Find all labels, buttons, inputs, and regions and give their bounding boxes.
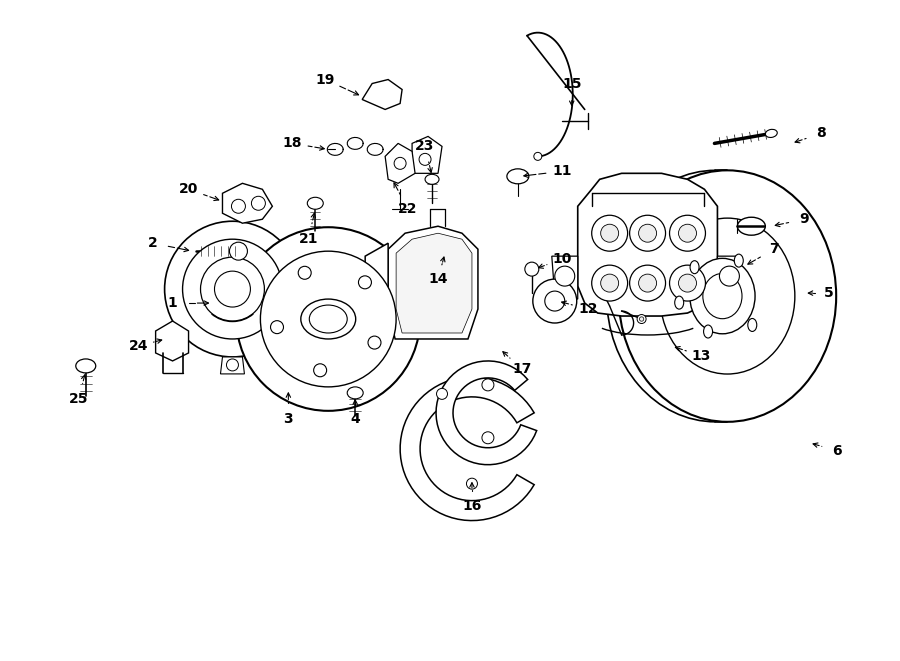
- Circle shape: [534, 153, 542, 161]
- Circle shape: [201, 257, 265, 321]
- Polygon shape: [396, 233, 472, 333]
- Circle shape: [394, 157, 406, 169]
- Ellipse shape: [618, 171, 836, 422]
- Ellipse shape: [737, 217, 765, 235]
- Text: 17: 17: [512, 362, 532, 376]
- Circle shape: [482, 379, 494, 391]
- Polygon shape: [717, 256, 742, 299]
- Polygon shape: [400, 377, 535, 521]
- Ellipse shape: [703, 274, 742, 319]
- Text: 13: 13: [692, 349, 711, 363]
- Polygon shape: [436, 361, 536, 465]
- Circle shape: [214, 271, 250, 307]
- Circle shape: [533, 279, 577, 323]
- Circle shape: [679, 224, 697, 242]
- Circle shape: [260, 251, 396, 387]
- Circle shape: [637, 315, 646, 323]
- Circle shape: [639, 224, 657, 242]
- Polygon shape: [222, 183, 273, 223]
- Ellipse shape: [675, 296, 684, 309]
- Text: 3: 3: [284, 412, 293, 426]
- Polygon shape: [362, 79, 402, 110]
- Circle shape: [237, 227, 420, 411]
- Ellipse shape: [507, 169, 529, 184]
- Circle shape: [591, 215, 627, 251]
- Text: 18: 18: [283, 136, 302, 151]
- Circle shape: [466, 478, 477, 489]
- Polygon shape: [552, 256, 578, 299]
- Circle shape: [679, 274, 697, 292]
- Circle shape: [525, 262, 539, 276]
- Ellipse shape: [310, 305, 347, 333]
- Ellipse shape: [347, 387, 364, 399]
- Ellipse shape: [734, 254, 743, 267]
- Ellipse shape: [704, 325, 713, 338]
- Circle shape: [719, 266, 740, 286]
- Circle shape: [227, 359, 239, 371]
- Text: 7: 7: [770, 242, 779, 256]
- Polygon shape: [412, 136, 442, 173]
- Polygon shape: [365, 243, 388, 343]
- Circle shape: [298, 266, 311, 280]
- Text: 10: 10: [552, 252, 572, 266]
- Text: 25: 25: [69, 392, 88, 406]
- Text: 8: 8: [816, 126, 826, 140]
- Circle shape: [314, 364, 327, 377]
- Circle shape: [271, 321, 284, 334]
- Circle shape: [436, 389, 447, 399]
- Circle shape: [670, 215, 706, 251]
- Circle shape: [639, 274, 657, 292]
- Circle shape: [600, 224, 618, 242]
- Circle shape: [554, 266, 575, 286]
- Polygon shape: [578, 173, 717, 316]
- Text: 19: 19: [316, 73, 335, 87]
- Text: 12: 12: [578, 302, 598, 316]
- Ellipse shape: [660, 218, 795, 374]
- Ellipse shape: [76, 359, 95, 373]
- Text: 21: 21: [299, 232, 318, 246]
- Text: 4: 4: [350, 412, 360, 426]
- Text: 11: 11: [552, 165, 572, 178]
- Circle shape: [600, 274, 618, 292]
- Text: 9: 9: [799, 212, 809, 226]
- Text: 5: 5: [824, 286, 834, 300]
- Text: 6: 6: [832, 444, 842, 458]
- Text: 1: 1: [167, 296, 177, 310]
- Circle shape: [358, 276, 372, 289]
- Circle shape: [630, 215, 665, 251]
- Text: 15: 15: [562, 77, 581, 91]
- Polygon shape: [220, 357, 245, 374]
- Text: 16: 16: [463, 498, 482, 513]
- Circle shape: [639, 317, 644, 321]
- Ellipse shape: [690, 260, 699, 274]
- Circle shape: [544, 291, 565, 311]
- Circle shape: [591, 265, 627, 301]
- Text: 2: 2: [148, 236, 157, 250]
- Circle shape: [230, 242, 248, 260]
- Polygon shape: [388, 226, 478, 339]
- Text: 24: 24: [129, 339, 148, 353]
- Text: 14: 14: [428, 272, 448, 286]
- Text: 22: 22: [399, 202, 418, 216]
- Polygon shape: [385, 143, 415, 183]
- Circle shape: [630, 265, 665, 301]
- Circle shape: [183, 239, 283, 339]
- Circle shape: [419, 153, 431, 165]
- Text: 20: 20: [179, 182, 198, 196]
- Ellipse shape: [307, 197, 323, 210]
- Circle shape: [251, 196, 266, 210]
- Circle shape: [482, 432, 494, 444]
- Circle shape: [231, 199, 246, 214]
- Ellipse shape: [425, 175, 439, 184]
- Circle shape: [670, 265, 706, 301]
- Ellipse shape: [301, 299, 356, 339]
- Circle shape: [368, 336, 381, 349]
- Circle shape: [165, 221, 301, 357]
- Ellipse shape: [689, 258, 755, 334]
- Text: 23: 23: [416, 139, 435, 153]
- Ellipse shape: [765, 130, 778, 137]
- Polygon shape: [156, 321, 189, 361]
- Ellipse shape: [748, 319, 757, 331]
